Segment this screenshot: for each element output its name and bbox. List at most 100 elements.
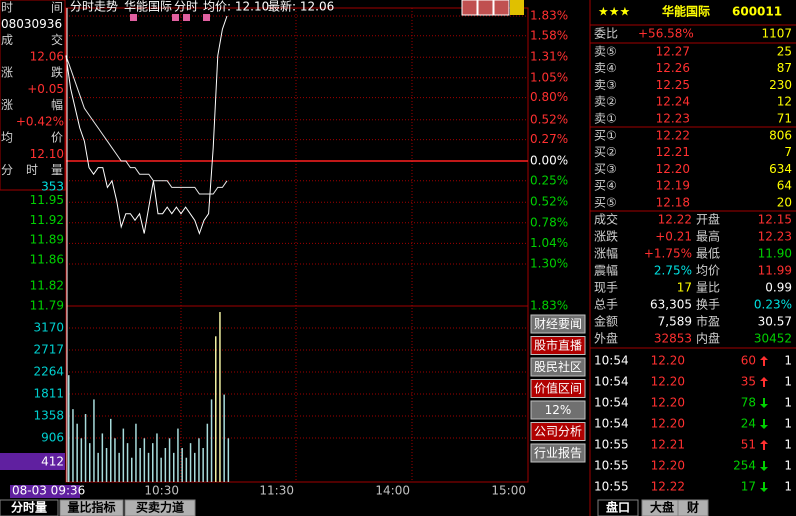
- side-button[interactable]: [530, 379, 586, 398]
- stat-label: 外盘: [594, 331, 618, 346]
- side-button-label[interactable]: 公司分析: [534, 425, 582, 439]
- tab-label[interactable]: 分时量: [11, 500, 47, 515]
- vol-tick-label: 1811: [33, 387, 64, 401]
- panel-tab-label[interactable]: 盘口: [606, 500, 630, 515]
- volume-bar: [84, 414, 87, 482]
- weibi-diff: 1107: [761, 27, 792, 41]
- volume-bar: [152, 443, 154, 482]
- volume-bar: [202, 448, 204, 482]
- info-panel: [0, 0, 66, 191]
- vol-tick-label: 3170: [33, 321, 64, 335]
- stat-value: 12.15: [758, 213, 792, 227]
- pct-tick-label: 1.30%: [530, 257, 568, 271]
- side-button-label[interactable]: 财经要闻: [534, 317, 582, 331]
- order-price: 12.23: [656, 111, 690, 125]
- volume-bar: [122, 428, 125, 482]
- stars: ★★★: [598, 5, 630, 19]
- tab[interactable]: [0, 499, 59, 516]
- order-price: 12.18: [656, 195, 690, 209]
- toolbar-button[interactable]: [493, 0, 510, 16]
- side-button[interactable]: [530, 357, 586, 377]
- volume-bar: [89, 443, 91, 482]
- trade-time: 10:54: [594, 354, 629, 368]
- side-button-label[interactable]: 行业报告: [534, 445, 582, 460]
- info-label: 分时量: [1, 163, 63, 177]
- trade-time: 10:55: [594, 480, 629, 494]
- tab-label[interactable]: 买卖力道: [136, 500, 184, 515]
- stat-label: 涨跌: [594, 229, 618, 244]
- side-button[interactable]: [530, 336, 586, 355]
- cursor-vol-bg: [0, 453, 65, 470]
- volume-bar: [72, 409, 74, 482]
- side-button-label[interactable]: 股市直播: [534, 338, 582, 353]
- trade-count: 1: [784, 459, 792, 473]
- trade-time: 10:54: [594, 417, 629, 431]
- weibi-value: +56.58%: [638, 27, 694, 41]
- avg-line: [65, 55, 228, 195]
- stat-label: 最低: [696, 247, 720, 261]
- stat-value: +0.21: [655, 230, 692, 244]
- panel-tab[interactable]: [677, 499, 709, 516]
- trade-vol: 17: [741, 480, 756, 494]
- side-button-label[interactable]: 价值区间: [534, 381, 582, 396]
- order-label: 卖④: [594, 61, 617, 75]
- toolbar-button[interactable]: [477, 0, 494, 16]
- trade-time: 10:55: [594, 459, 629, 473]
- order-label: 买①: [594, 129, 617, 143]
- order-vol: 64: [777, 179, 792, 193]
- trade-arrow: [760, 461, 768, 471]
- price-tick-label: 11.92: [30, 213, 64, 227]
- trade-vol: 78: [741, 396, 756, 410]
- volume-bar: [76, 423, 78, 482]
- trade-time: 10:54: [594, 396, 629, 410]
- tab-label[interactable]: 量比指标: [67, 500, 115, 515]
- trade-time: 10:54: [594, 375, 629, 389]
- pct-tick-label: 0.52%: [530, 195, 568, 209]
- trade-time: 10:55: [594, 438, 629, 452]
- trade-arrow: [760, 398, 768, 408]
- panel-tab-label[interactable]: 财: [686, 500, 699, 515]
- marker-icon: [203, 14, 210, 21]
- trade-vol: 254: [733, 459, 756, 473]
- order-vol: 25: [777, 45, 792, 59]
- toolbar-button[interactable]: [461, 0, 478, 16]
- order-vol: 20: [777, 195, 792, 209]
- order-vol: 12: [777, 95, 792, 109]
- side-button-label[interactable]: 股民社区: [534, 359, 582, 374]
- stat-label: 现手: [594, 281, 618, 295]
- order-label: 买③: [594, 162, 617, 176]
- volume-bar: [160, 457, 162, 482]
- price-tick-label: 11.82: [30, 279, 64, 293]
- trade-vol: 60: [741, 354, 756, 368]
- trade-price: 12.21: [651, 438, 685, 452]
- order-label: 卖③: [594, 78, 617, 92]
- trade-count: 1: [784, 480, 792, 494]
- time-tick-label: 15:00: [491, 484, 526, 498]
- stat-value: 0.23%: [754, 298, 792, 312]
- toolbar-button[interactable]: [510, 0, 524, 15]
- panel-tab[interactable]: [597, 499, 639, 516]
- stat-label: 震幅: [594, 263, 618, 278]
- tab[interactable]: [59, 499, 124, 516]
- tab[interactable]: [124, 499, 196, 516]
- side-button[interactable]: [530, 314, 586, 334]
- vol-tick-label: 2264: [33, 365, 64, 379]
- volume-bar: [135, 423, 137, 482]
- weibi-label: 委比: [594, 27, 618, 41]
- price-line: [65, 15, 228, 236]
- cursor-vol: 412: [41, 455, 64, 469]
- volume-bar: [164, 448, 167, 482]
- trade-price: 12.22: [651, 480, 685, 494]
- order-price: 12.25: [656, 78, 690, 92]
- side-button[interactable]: [530, 422, 586, 441]
- volume-bar: [80, 438, 83, 482]
- stat-label: 涨幅: [594, 246, 618, 261]
- side-button-label[interactable]: 12%: [545, 403, 572, 417]
- order-price: 12.27: [656, 45, 690, 59]
- header-item: 分时走势: [70, 0, 118, 14]
- stat-value: 12.22: [658, 213, 692, 227]
- panel-tab-label[interactable]: 大盘: [650, 500, 674, 515]
- side-button[interactable]: [530, 400, 586, 420]
- trade-arrow: [760, 419, 768, 429]
- side-button[interactable]: [530, 443, 586, 463]
